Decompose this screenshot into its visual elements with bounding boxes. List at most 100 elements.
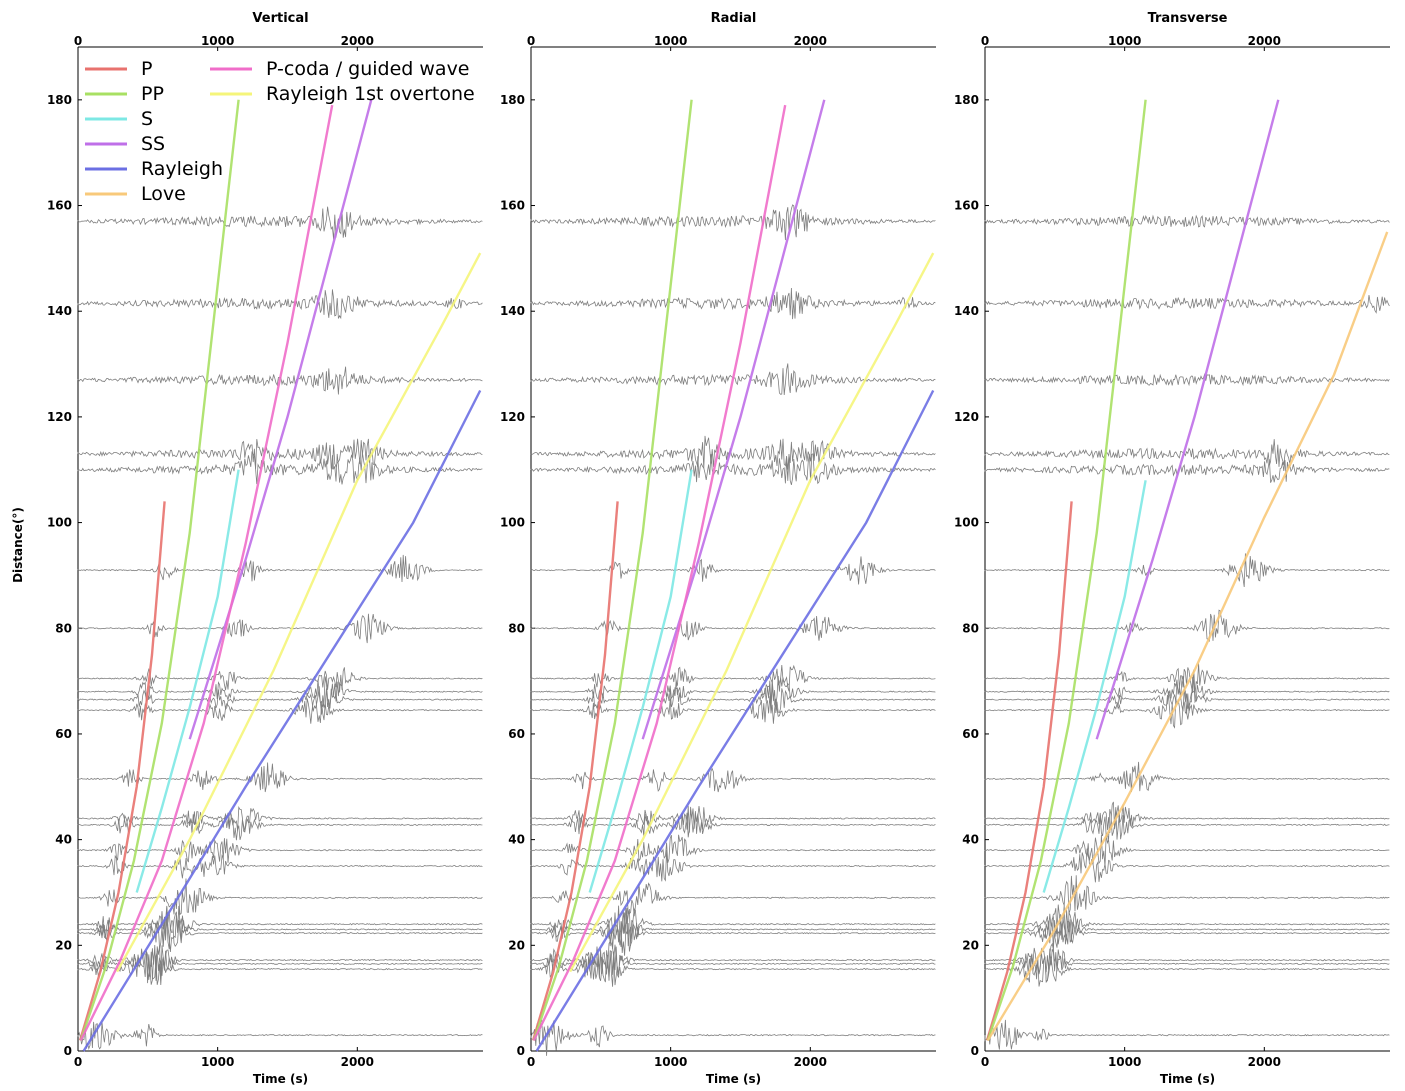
y-tick-label: 180 (500, 93, 525, 107)
phase-curve-ss (1095, 99, 1280, 740)
seismogram-trace (530, 675, 936, 708)
legend-label: SS (141, 133, 165, 155)
x-tick-label: 1000 (654, 1055, 687, 1069)
seismogram-trace (530, 810, 936, 838)
phase-curve-s (1042, 480, 1147, 893)
seismogram-trace (530, 905, 936, 948)
phase-curve-p (78, 501, 166, 1041)
seismogram-trace (530, 805, 936, 834)
phase-curve-rayleigh (535, 389, 935, 1052)
seismogram-trace (984, 761, 1390, 793)
seismogram-trace (984, 847, 1390, 883)
seismogram-trace (984, 439, 1390, 467)
seismogram-traces (984, 214, 1390, 1050)
x-tick-label: 2000 (341, 1055, 374, 1069)
phase-curve-pp (532, 99, 693, 1041)
seismogram-trace (530, 453, 936, 486)
seismogram-trace (77, 613, 483, 644)
seismogram-trace (77, 451, 483, 485)
y-tick-label: 160 (954, 199, 979, 213)
seismogram-trace (984, 553, 1390, 588)
seismogram-trace (984, 948, 1390, 982)
legend-label: P (141, 58, 152, 80)
y-tick-label: 20 (962, 938, 979, 952)
y-tick-label: 40 (55, 833, 72, 847)
y-tick-label: 180 (47, 93, 72, 107)
seismogram-trace (984, 609, 1390, 643)
x-axis-label: Time (s) (706, 1072, 761, 1086)
seismogram-trace (77, 289, 483, 320)
seismogram-trace (530, 919, 936, 956)
x-tick-label: 0 (527, 1055, 535, 1069)
phase-curve-p (985, 501, 1073, 1041)
x-tick-label: 2000 (794, 1055, 827, 1069)
x-tick-label-top: 0 (527, 34, 535, 48)
seismogram-trace (530, 287, 936, 320)
phase-curve-love (986, 231, 1389, 1042)
y-tick-label: 140 (47, 304, 72, 318)
seismogram-trace (77, 854, 483, 879)
legend-label: Love (141, 183, 186, 205)
seismogram-trace (77, 1021, 483, 1051)
phase-curve-p (531, 501, 619, 1041)
seismogram-trace (77, 944, 483, 981)
seismogram-trace (77, 676, 483, 707)
seismogram-trace (530, 834, 936, 863)
seismogram-trace (984, 904, 1390, 945)
seismogram-trace (530, 435, 936, 470)
x-tick-label-top: 2000 (1248, 34, 1281, 48)
x-tick-label: 2000 (1248, 1055, 1281, 1069)
phase-curve-ss (641, 99, 826, 740)
seismogram-trace (984, 807, 1390, 840)
seismogram-trace (77, 905, 483, 953)
legend-label: S (141, 108, 153, 130)
x-tick-label-top: 2000 (794, 34, 827, 48)
y-tick-label: 120 (47, 410, 72, 424)
phase-curve-rayleigh-1st-overtone (116, 252, 482, 973)
y-tick-label: 40 (962, 833, 979, 847)
legend-item: SS (85, 133, 165, 155)
seismogram-trace (984, 675, 1390, 709)
seismogram-trace (77, 905, 483, 950)
y-tick-label: 100 (500, 516, 525, 530)
legend-item: PP (85, 83, 164, 105)
seismogram-traces (77, 206, 483, 1051)
y-tick-label: 60 (508, 727, 525, 741)
legend-item: P-coda / guided wave (210, 58, 470, 80)
x-tick-label: 1000 (201, 1055, 234, 1069)
y-tick-label: 80 (55, 621, 72, 635)
phase-curve-p-coda-guided-wave (79, 104, 334, 1041)
y-tick-label: 80 (962, 621, 979, 635)
legend-label: PP (141, 83, 164, 105)
seismogram-trace (530, 204, 936, 241)
x-tick-label: 0 (981, 1055, 989, 1069)
legend-label: Rayleigh 1st overtone (266, 83, 475, 105)
seismogram-trace (77, 952, 483, 986)
x-tick-label: 1000 (1108, 1055, 1141, 1069)
y-tick-label: 120 (500, 410, 525, 424)
y-tick-label: 160 (47, 199, 72, 213)
phase-curve-s (588, 469, 693, 893)
legend-item: P (85, 58, 152, 80)
seismogram-trace (530, 664, 936, 692)
x-tick-label-top: 1000 (1108, 34, 1141, 48)
legend-item: S (85, 108, 153, 130)
seismogram-trace (984, 909, 1390, 948)
phase-curve-rayleigh (82, 389, 482, 1052)
seismogram-trace (77, 667, 483, 693)
legend-label: Rayleigh (141, 158, 223, 180)
seismogram-trace (530, 907, 936, 947)
y-axis-label: Distance(°) (11, 507, 25, 583)
phase-curve-s (135, 469, 240, 893)
x-tick-label-top: 1000 (201, 34, 234, 48)
seismogram-trace (530, 556, 936, 585)
seismogram-trace (77, 686, 483, 715)
seismogram-trace (530, 684, 936, 714)
panel-transverse: Transverse001000100020002000020406080100… (954, 11, 1390, 1086)
seismogram-trace (77, 762, 483, 793)
y-tick-label: 40 (508, 833, 525, 847)
seismogram-trace (77, 695, 483, 724)
panel-title: Vertical (252, 11, 308, 26)
